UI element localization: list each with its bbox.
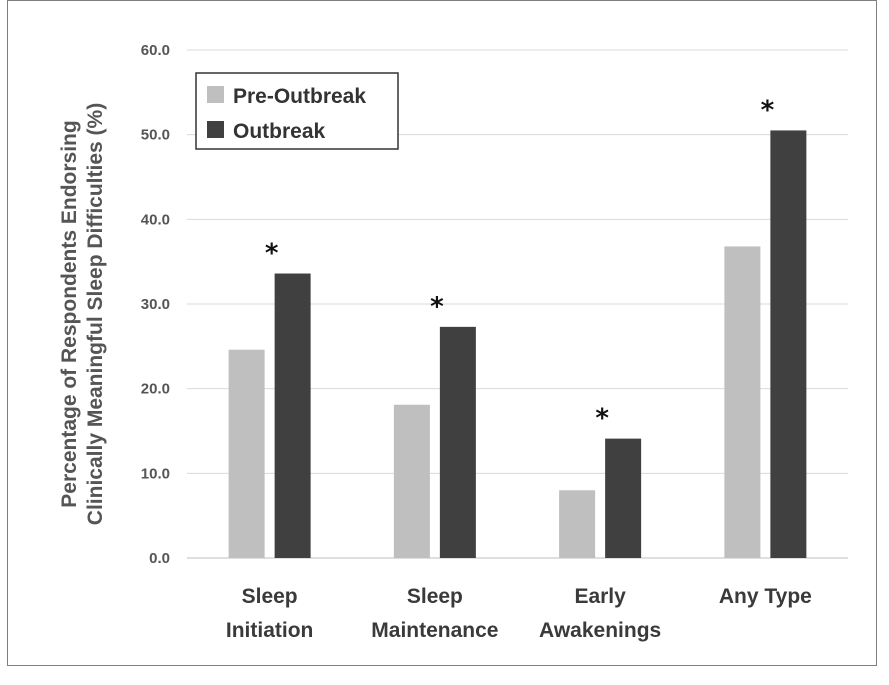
y-axis-title-line: Clinically Meaningful Sleep Difficulties… (84, 103, 107, 525)
legend-swatch (207, 86, 224, 103)
y-tick-label: 50.0 (141, 127, 170, 144)
legend-label: Pre-Outbreak (233, 85, 366, 108)
legend: Pre-Outbreak Outbreak (195, 72, 399, 150)
y-tick-label: 60.0 (141, 42, 170, 59)
category-label-line: Sleep (242, 585, 298, 608)
category-label: Any Type (719, 585, 812, 608)
significance-star: * (595, 404, 609, 434)
y-tick-label: 10.0 (141, 465, 170, 482)
bar-outbreak-0 (274, 273, 311, 558)
y-axis-title: Percentage of Respondents Endorsing Clini… (58, 103, 107, 525)
category-label-line: Sleep (407, 585, 463, 608)
bar-pre-outbreak-0 (228, 349, 265, 558)
y-axis-label: Percentage of Respondents Endorsing Clini… (58, 103, 107, 525)
significance-markers: * * * * (265, 95, 775, 433)
category-label-line: Maintenance (371, 619, 498, 642)
legend-swatch (207, 121, 224, 138)
bar-outbreak-2 (605, 438, 642, 558)
y-tick-label: 40.0 (141, 211, 170, 228)
bar-outbreak-3 (770, 130, 807, 558)
category-label: Sleep Initiation (226, 585, 314, 642)
bar-pre-outbreak-2 (559, 490, 596, 558)
significance-star: * (430, 292, 444, 322)
category-label: Early Awakenings (539, 585, 661, 642)
bar-outbreak-1 (439, 326, 476, 558)
category-label: Sleep Maintenance (371, 585, 498, 642)
significance-star: * (265, 239, 279, 269)
category-labels: Sleep Initiation Sleep Maintenance Early Awak… (226, 585, 812, 642)
category-label-line: Awakenings (539, 619, 661, 642)
y-tick-label: 0.0 (149, 550, 170, 567)
y-axis-title-line: Percentage of Respondents Endorsing (58, 120, 81, 507)
category-label-line: Early (574, 585, 626, 608)
y-tick-label: 30.0 (141, 296, 170, 313)
y-tick-labels: 0.0 10.0 20.0 30.0 40.0 50.0 60.0 (141, 42, 170, 567)
bar-pre-outbreak-1 (393, 404, 430, 558)
legend-label: Outbreak (233, 120, 326, 143)
category-label-line: Initiation (226, 619, 314, 642)
significance-star: * (761, 95, 775, 125)
category-label-line: Any Type (719, 585, 812, 608)
bar-pre-outbreak-3 (724, 246, 761, 558)
y-tick-label: 20.0 (141, 381, 170, 398)
legend-box (195, 72, 399, 150)
bars (228, 130, 807, 558)
